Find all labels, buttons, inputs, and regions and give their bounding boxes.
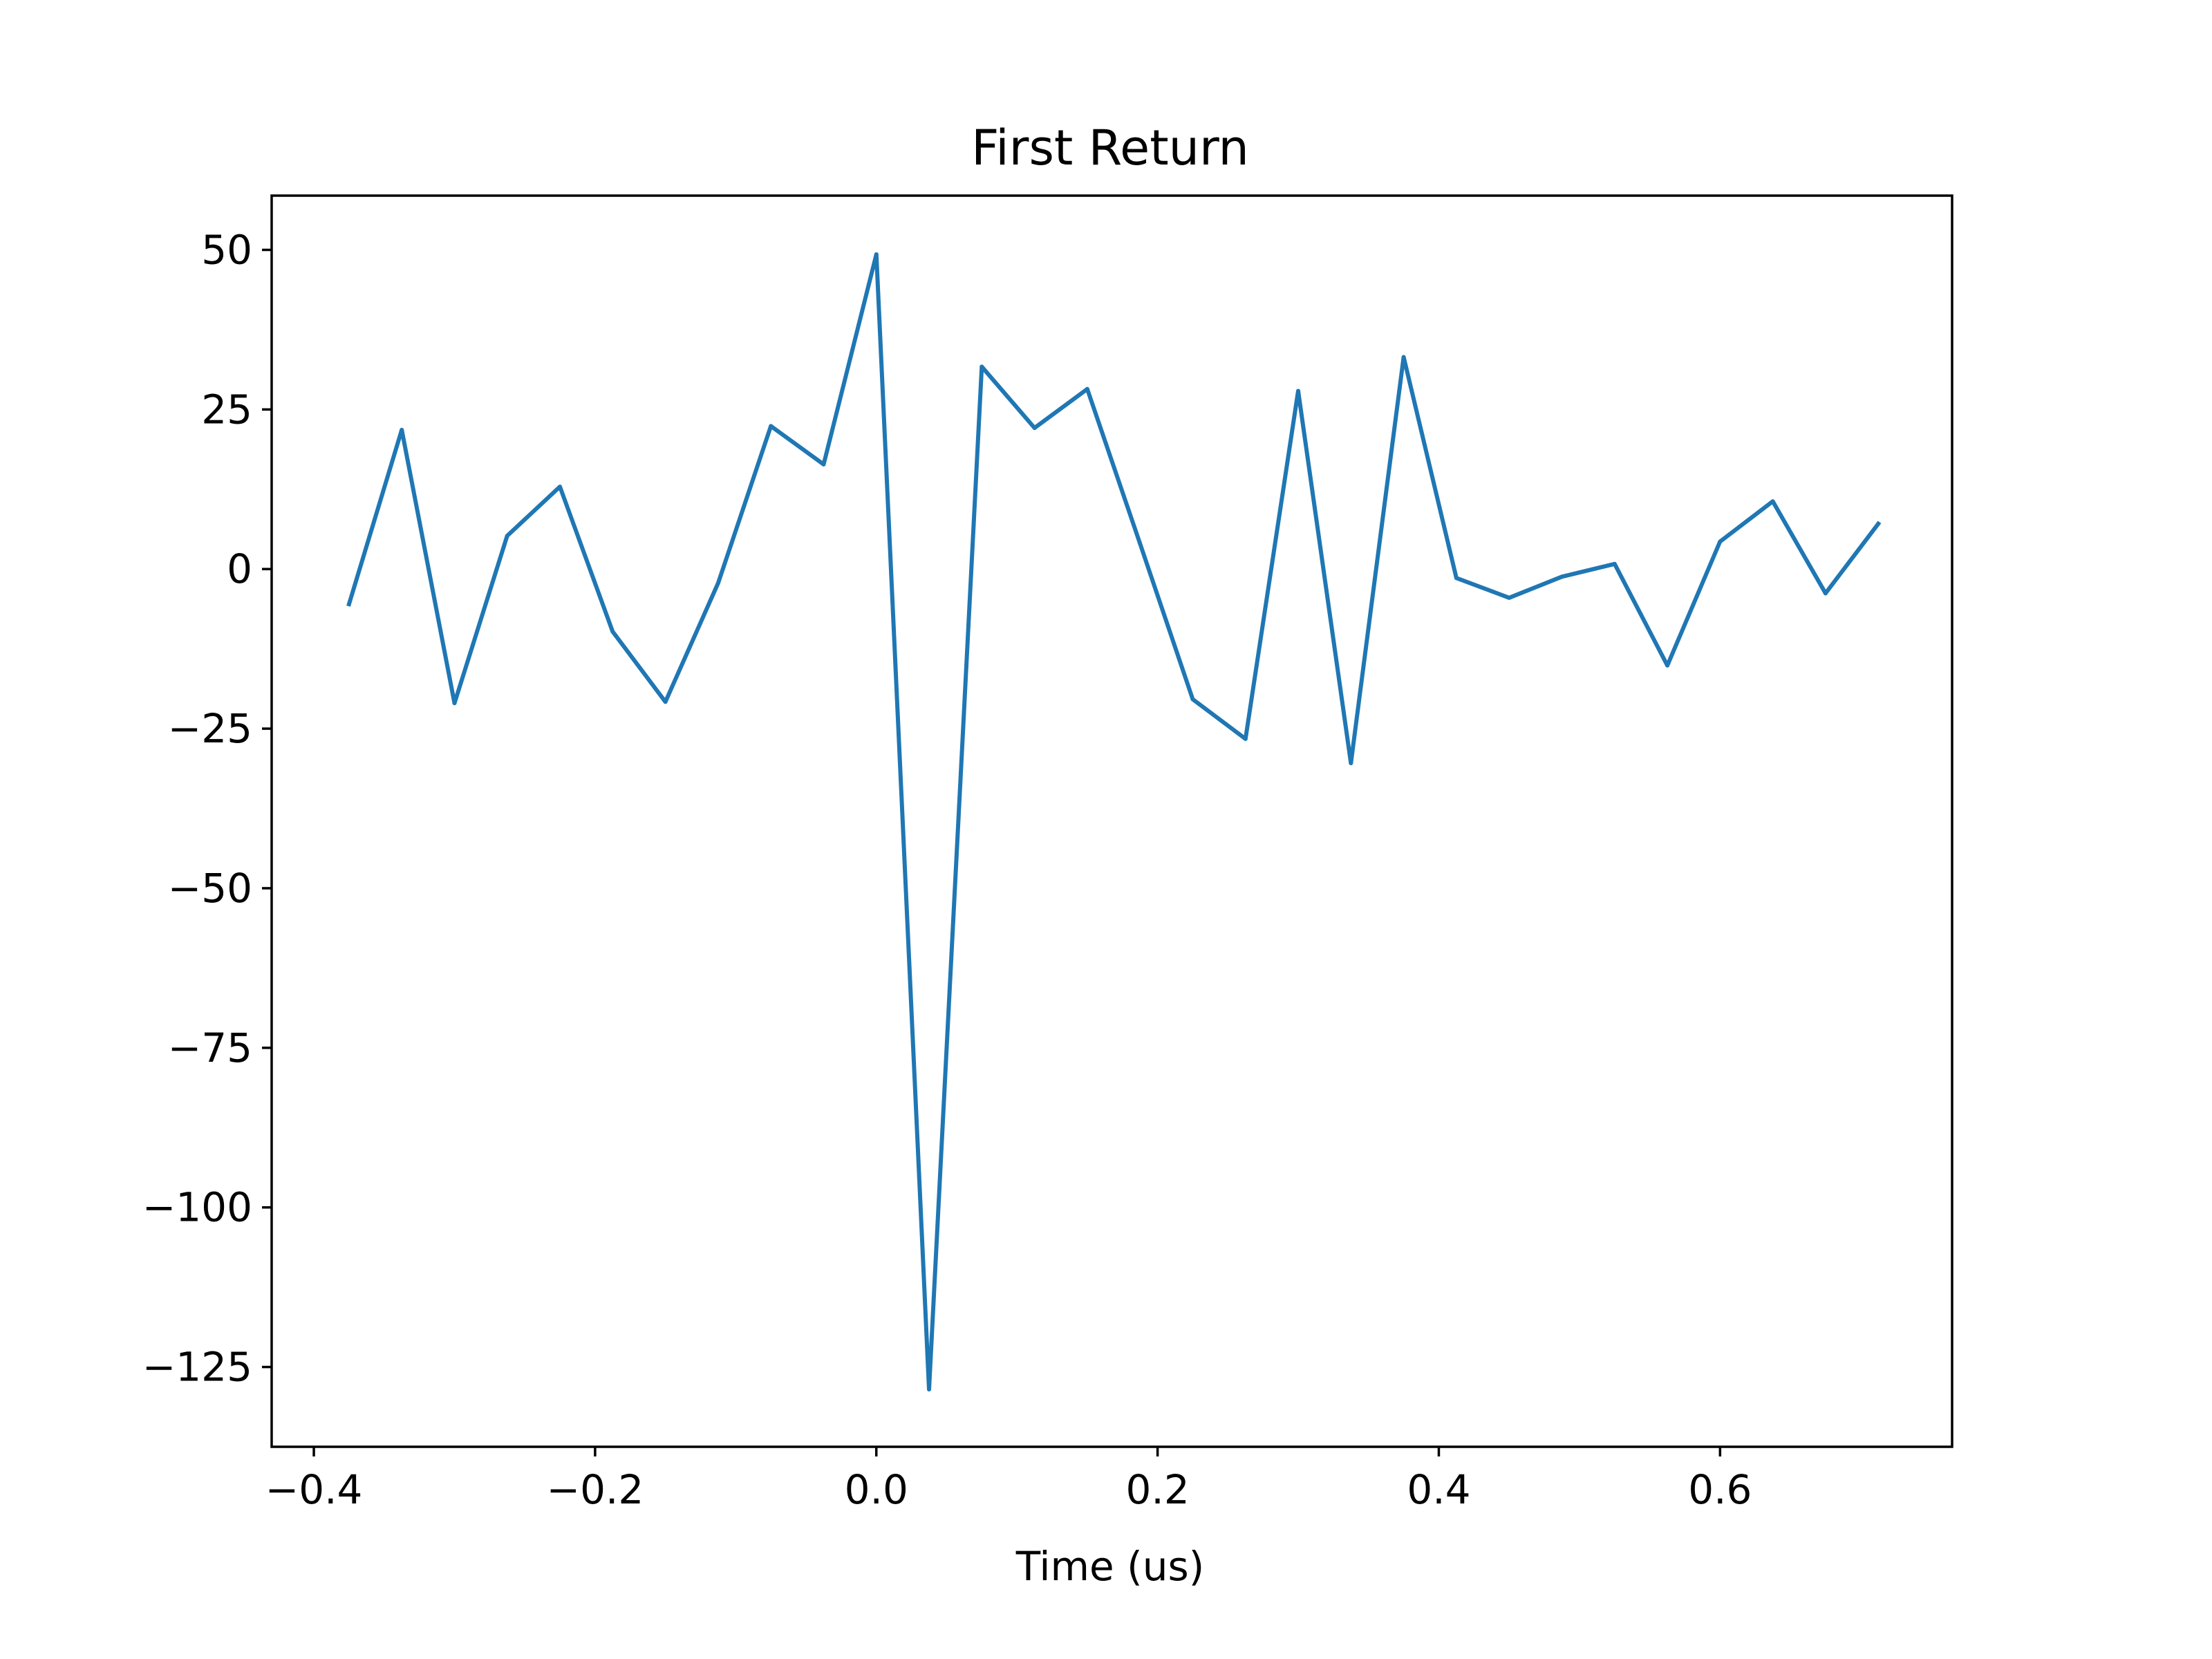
x-tick-label: −0.2 <box>546 1466 644 1513</box>
data-point <box>1032 426 1037 431</box>
data-point <box>980 364 984 369</box>
data-point <box>1665 663 1670 668</box>
data-point <box>505 534 509 538</box>
data-point <box>821 462 826 467</box>
data-point <box>1296 388 1301 393</box>
x-tick-label: 0.2 <box>1125 1466 1189 1513</box>
data-point <box>452 701 457 706</box>
x-axis-label: Time (us) <box>1015 1543 1205 1590</box>
data-point <box>927 1387 932 1391</box>
data-point <box>1190 697 1195 702</box>
data-point <box>1243 736 1248 741</box>
y-tick-label: −125 <box>142 1344 252 1391</box>
y-tick-label: −50 <box>168 865 252 912</box>
y-tick-label: 25 <box>201 386 252 433</box>
chart-title: First Return <box>971 120 1249 176</box>
data-point <box>558 485 563 489</box>
x-axis: −0.4 −0.2 0.0 0.2 0.4 0.6 <box>265 1447 1752 1513</box>
data-point <box>1718 539 1723 544</box>
data-point <box>1401 355 1406 359</box>
data-point <box>769 424 774 429</box>
data-point <box>874 252 879 256</box>
y-tick-label: −75 <box>168 1024 252 1071</box>
data-point <box>1876 521 1881 526</box>
x-tick-label: −0.4 <box>265 1466 363 1513</box>
x-tick-label: 0.0 <box>845 1466 908 1513</box>
data-point <box>1823 591 1828 596</box>
data-point <box>1770 499 1775 504</box>
y-tick-label: 50 <box>201 226 252 273</box>
y-tick-label: −100 <box>142 1184 252 1231</box>
data-point <box>1138 541 1143 546</box>
y-tick-label: −25 <box>168 705 252 752</box>
data-point <box>1559 574 1564 579</box>
plot-frame <box>270 194 1953 1448</box>
y-axis: 50 25 0 −25 −50 −75 −100 −125 <box>142 226 272 1391</box>
data-point <box>1507 595 1512 600</box>
data-point <box>663 700 668 704</box>
data-point <box>1454 576 1459 581</box>
series-line <box>346 252 1882 1391</box>
series-points <box>346 252 1881 1391</box>
data-point <box>1085 386 1089 391</box>
data-point <box>610 629 615 634</box>
data-point <box>400 427 404 432</box>
data-point <box>1612 561 1617 566</box>
x-tick-label: 0.6 <box>1688 1466 1752 1513</box>
y-tick-label: 0 <box>227 545 252 592</box>
x-tick-label: 0.4 <box>1407 1466 1470 1513</box>
data-point <box>346 602 351 607</box>
data-point <box>715 581 720 585</box>
data-point <box>1349 760 1353 765</box>
